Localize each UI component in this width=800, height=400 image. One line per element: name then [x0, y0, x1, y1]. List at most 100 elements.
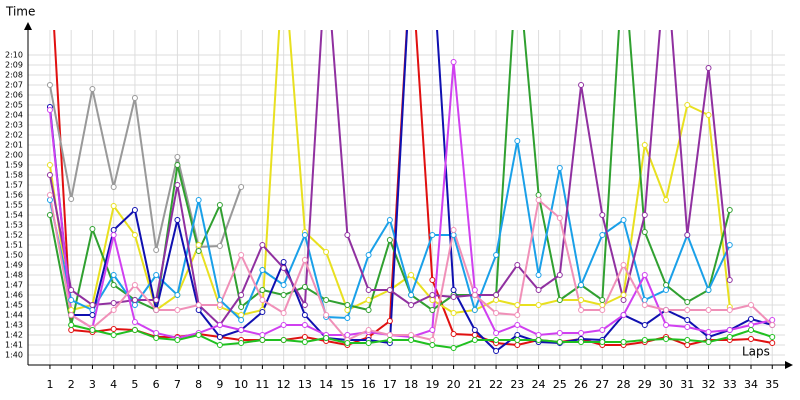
- y-tick-label: 2:00: [5, 151, 23, 160]
- data-point: [578, 82, 585, 88]
- data-point: [301, 334, 308, 340]
- data-point: [46, 197, 53, 203]
- data-point: [238, 340, 245, 346]
- data-point: [663, 282, 670, 288]
- plot-area: [46, 30, 776, 354]
- data-point: [769, 322, 776, 328]
- data-point: [450, 331, 457, 337]
- data-point: [471, 332, 478, 338]
- data-point: [599, 339, 606, 345]
- data-point: [46, 82, 53, 88]
- x-tick-label: 25: [553, 378, 567, 391]
- data-point: [514, 302, 521, 308]
- x-tick-label: 6: [153, 378, 160, 391]
- data-point: [216, 243, 223, 249]
- data-point: [641, 302, 648, 308]
- x-tick-label: 27: [595, 378, 609, 391]
- x-tick-label: 8: [195, 378, 202, 391]
- data-point: [493, 330, 500, 336]
- data-point: [301, 339, 308, 345]
- data-point: [386, 237, 393, 243]
- y-tick-label: 1:41: [5, 341, 23, 350]
- data-point: [195, 242, 202, 248]
- data-point: [663, 336, 670, 342]
- data-point: [153, 297, 160, 303]
- data-point: [216, 334, 223, 340]
- x-tick-label: 22: [489, 378, 503, 391]
- data-point: [514, 332, 521, 338]
- x-axis-label: Laps: [742, 345, 770, 359]
- data-point: [429, 327, 436, 333]
- x-tick-label: 29: [638, 378, 652, 391]
- data-point: [450, 59, 457, 65]
- data-point: [259, 337, 266, 343]
- data-point: [238, 312, 245, 318]
- data-point: [620, 217, 627, 223]
- data-point: [726, 242, 733, 248]
- data-point: [153, 307, 160, 313]
- data-point: [726, 334, 733, 340]
- data-point: [68, 297, 75, 303]
- x-axis-arrow: [785, 361, 793, 369]
- x-tick-label: 12: [277, 378, 291, 391]
- data-point: [46, 107, 53, 113]
- data-point: [535, 272, 542, 278]
- data-point: [578, 307, 585, 313]
- x-tick-label: 34: [744, 378, 758, 391]
- data-point: [408, 302, 415, 308]
- data-point: [301, 302, 308, 308]
- data-point: [663, 197, 670, 203]
- data-point: [280, 310, 287, 316]
- data-point: [195, 307, 202, 313]
- data-point: [684, 324, 691, 330]
- data-point: [238, 304, 245, 310]
- y-tick-label: 1:58: [5, 171, 23, 180]
- data-point: [748, 322, 755, 328]
- y-tick-label: 1:54: [5, 211, 23, 220]
- data-point: [46, 212, 53, 218]
- data-point: [386, 217, 393, 223]
- x-tick-label: 9: [216, 378, 223, 391]
- data-point: [705, 329, 712, 335]
- data-point: [110, 272, 117, 278]
- series-line: [70, 324, 773, 350]
- data-point: [514, 342, 521, 348]
- data-point: [429, 297, 436, 303]
- data-point: [195, 248, 202, 254]
- x-tick-label: 3: [89, 378, 96, 391]
- data-point: [471, 327, 478, 333]
- data-point: [301, 312, 308, 318]
- data-point: [684, 342, 691, 348]
- data-point: [748, 336, 755, 342]
- y-tick-label: 2:02: [5, 131, 23, 140]
- y-tick-label: 2:09: [5, 61, 23, 70]
- data-point: [365, 327, 372, 333]
- data-point: [450, 345, 457, 351]
- data-point: [599, 212, 606, 218]
- y-tick-label: 2:04: [5, 111, 23, 120]
- data-point: [238, 252, 245, 258]
- data-point: [386, 287, 393, 293]
- data-point: [301, 284, 308, 290]
- data-point: [535, 287, 542, 293]
- y-tick-label: 2:10: [5, 51, 23, 60]
- data-point: [323, 249, 330, 255]
- data-point: [323, 297, 330, 303]
- data-point: [514, 262, 521, 268]
- data-point: [726, 277, 733, 283]
- data-point: [216, 302, 223, 308]
- data-point: [641, 337, 648, 343]
- data-point: [599, 327, 606, 333]
- y-tick-label: 1:52: [5, 231, 23, 240]
- data-point: [493, 297, 500, 303]
- data-point: [620, 292, 627, 298]
- data-point: [705, 65, 712, 71]
- data-point: [89, 307, 96, 313]
- data-point: [259, 267, 266, 273]
- x-tick-label: 2: [68, 378, 75, 391]
- x-tick-label: 4: [110, 378, 117, 391]
- data-point: [578, 339, 585, 345]
- y-axis-label: Time: [5, 5, 35, 19]
- data-point: [131, 95, 138, 101]
- data-point: [556, 297, 563, 303]
